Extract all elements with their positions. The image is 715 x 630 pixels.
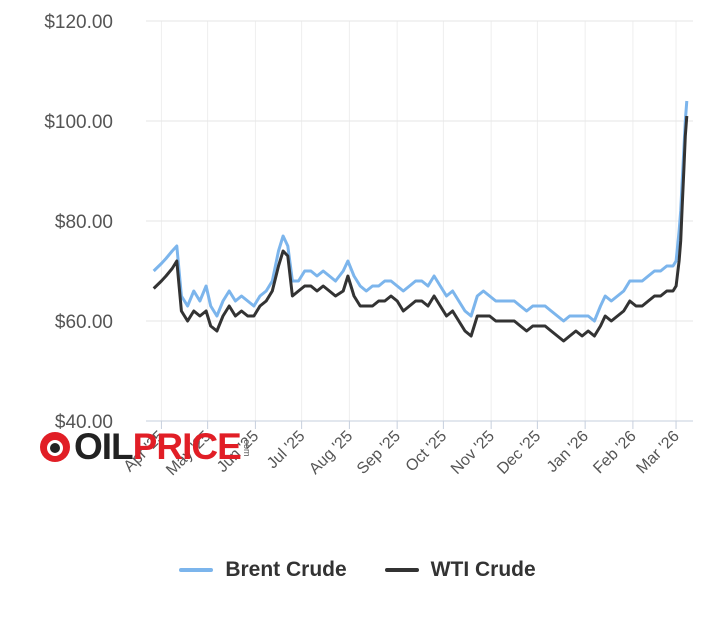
x-tick-label: Jan '26 bbox=[544, 428, 592, 476]
legend-item-wti[interactable]: WTI Crude bbox=[384, 558, 536, 582]
y-axis-ticks: $120.00 $100.00 $80.00 $60.00 $40.00 bbox=[44, 12, 113, 433]
x-tick-label: Mar '26 bbox=[633, 428, 682, 477]
y-tick-label: $100.00 bbox=[44, 112, 113, 133]
x-tick-label: Aug '25 bbox=[306, 428, 356, 478]
chart-legend: Brent Crude WTI Crude bbox=[0, 558, 715, 582]
x-tick-label: Nov '25 bbox=[448, 428, 498, 478]
horizontal-gridlines bbox=[146, 20, 693, 322]
legend-label-brent: Brent Crude bbox=[225, 558, 347, 581]
logo-com-text: .com bbox=[241, 437, 252, 457]
x-tick-label: Jul '25 bbox=[264, 428, 308, 472]
legend-swatch-brent bbox=[179, 568, 214, 572]
y-tick-label: $120.00 bbox=[44, 12, 113, 33]
legend-item-brent[interactable]: Brent Crude bbox=[179, 558, 347, 582]
series-lines bbox=[152, 100, 689, 343]
x-tick-label: Feb '26 bbox=[590, 428, 639, 477]
legend-label-wti: WTI Crude bbox=[430, 558, 536, 581]
y-tick-label: $40.00 bbox=[55, 412, 113, 433]
y-tick-label: $60.00 bbox=[55, 312, 113, 333]
logo-price-text: PRICE bbox=[132, 426, 242, 467]
price-chart: $120.00$100.00$80.00$60.00$40.00 Apr '25… bbox=[44, 12, 693, 479]
logo-oil-text: OIL bbox=[74, 426, 134, 467]
x-tick-label: Oct '25 bbox=[403, 428, 451, 476]
oil-drop-icon bbox=[38, 430, 72, 464]
brent-crude-line bbox=[152, 100, 689, 323]
oilprice-logo: OIL PRICE .com bbox=[38, 428, 252, 466]
y-tick-label: $80.00 bbox=[55, 212, 113, 233]
x-tick-label: Dec '25 bbox=[494, 428, 544, 478]
legend-swatch-wti bbox=[384, 568, 419, 572]
x-tick-label: Sep '25 bbox=[354, 428, 404, 478]
wti-crude-line bbox=[152, 115, 689, 343]
